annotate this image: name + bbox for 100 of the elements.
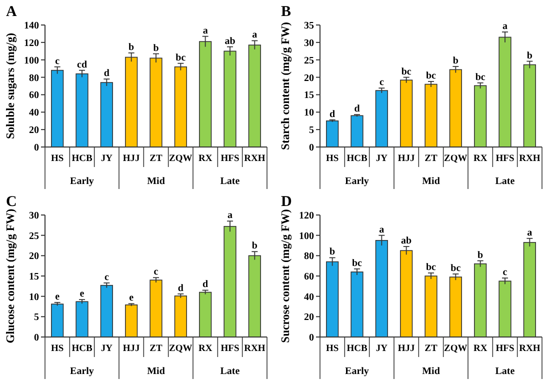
y-tick-label: 30: [304, 38, 314, 49]
y-axis-title: Soluble sugars (mg/g): [5, 32, 17, 140]
y-tick-label: 25: [304, 55, 314, 66]
annotation: c: [502, 267, 508, 278]
x-tick-label: RXH: [244, 154, 266, 164]
x-tick-label: RX: [198, 344, 212, 354]
text: Mid: [422, 366, 440, 377]
x-tick-label: HFS: [496, 154, 514, 164]
annotation: cd: [77, 59, 88, 70]
x-tick-label: ZT: [424, 154, 438, 164]
x-tick-label: ZT: [150, 154, 163, 164]
y-tick-label: 80: [304, 251, 314, 262]
x-tick-label: HCB: [72, 154, 93, 164]
y-tick-label: 15: [29, 272, 39, 282]
annotation: d: [202, 279, 209, 290]
annotation: d: [330, 108, 336, 120]
annotation: bc: [176, 52, 186, 64]
x-tick-label: HS: [50, 154, 64, 164]
x-tick-label: HS: [50, 344, 64, 354]
x-tick-label: HJJ: [398, 154, 416, 164]
y-tick-label: 15: [304, 90, 314, 102]
x-tick-label: RXH: [519, 154, 541, 164]
y-axis-title: Glucose content (mg/g FW): [5, 208, 17, 344]
y-tick-label: 10: [304, 108, 314, 119]
x-tick-label: RX: [198, 154, 212, 164]
y-tick-label: 0: [309, 332, 314, 344]
annotation: b: [526, 50, 533, 62]
text: Mid: [147, 176, 166, 187]
text: Late: [220, 366, 240, 377]
x-tick-label: ZT: [150, 344, 163, 354]
x-tick-label: ZQW: [169, 154, 193, 164]
annotation: d: [354, 104, 360, 115]
x-tick-label: HS: [326, 154, 339, 164]
y-tick-label: 120: [24, 38, 39, 49]
y-tick-label: 25: [29, 230, 39, 242]
annotation: d: [104, 68, 110, 80]
x-tick-label: JY: [376, 344, 388, 354]
chart-title: C: [6, 194, 17, 210]
annotation: b: [252, 240, 258, 252]
annotation: ab: [224, 36, 236, 47]
y-tick-label: 5: [309, 125, 314, 136]
annotation: b: [330, 246, 336, 258]
y-tick-label: 20: [304, 72, 314, 84]
x-tick-label: RXH: [244, 344, 266, 354]
annotation: bc: [401, 66, 412, 78]
x-tick-label: HCB: [346, 344, 368, 354]
x-tick-label: JY: [100, 154, 113, 164]
y-tick-label: 120: [299, 210, 314, 222]
chart-title: A: [6, 4, 17, 20]
annotation: d: [178, 282, 184, 294]
x-tick-label: JY: [100, 344, 113, 354]
text: Mid: [147, 366, 166, 377]
annotation: c: [55, 56, 60, 67]
y-tick-label: 20: [29, 125, 39, 136]
x-tick-label: HCB: [72, 344, 93, 354]
x-tick-label: HCB: [346, 154, 368, 164]
text: Late: [220, 176, 240, 187]
text: Early: [345, 366, 369, 377]
y-tick-label: 0: [34, 142, 39, 154]
x-tick-label: HFS: [496, 344, 514, 354]
y-tick-label: 60: [304, 272, 314, 282]
y-tick-label: 100: [24, 55, 39, 66]
y-tick-label: 0: [34, 332, 39, 344]
y-tick-label: 30: [29, 210, 39, 222]
annotation: b: [128, 42, 135, 53]
x-tick-label: JY: [376, 154, 388, 164]
chart-title: B: [281, 4, 292, 20]
annotation: bc: [475, 72, 486, 83]
annotation: c: [104, 272, 110, 283]
annotation: a: [502, 20, 508, 32]
y-tick-label: 100: [299, 230, 314, 242]
x-tick-label: HFS: [220, 154, 240, 164]
x-tick-label: RX: [473, 154, 488, 164]
y-tick-label: 35: [304, 20, 314, 32]
annotation: bc: [426, 70, 437, 82]
text: Late: [495, 176, 516, 187]
x-tick-label: ZQW: [444, 154, 468, 164]
annotation: bc: [352, 258, 363, 269]
annotation: b: [478, 250, 484, 261]
text: Late: [495, 366, 516, 377]
y-tick-label: 20: [29, 251, 39, 262]
y-axis-title: Sucrose content (mg/g FW): [280, 209, 292, 343]
text: Early: [70, 176, 94, 187]
y-tick-label: 0: [309, 142, 314, 154]
annotation: e: [55, 291, 60, 302]
text: Early: [70, 366, 94, 377]
text: Early: [345, 176, 369, 187]
chart-title: D: [281, 194, 292, 210]
text: Mid: [422, 176, 440, 187]
annotation: bc: [426, 262, 437, 273]
annotation: a: [379, 224, 384, 236]
annotation: a: [527, 227, 532, 238]
x-tick-label: HS: [326, 344, 339, 354]
y-tick-label: 140: [24, 20, 39, 32]
x-tick-label: HFS: [220, 344, 240, 354]
annotation: bc: [450, 262, 462, 274]
x-tick-label: ZQW: [444, 344, 468, 354]
annotation: c: [379, 77, 384, 88]
annotation: ab: [401, 236, 412, 247]
annotation: a: [228, 210, 232, 222]
